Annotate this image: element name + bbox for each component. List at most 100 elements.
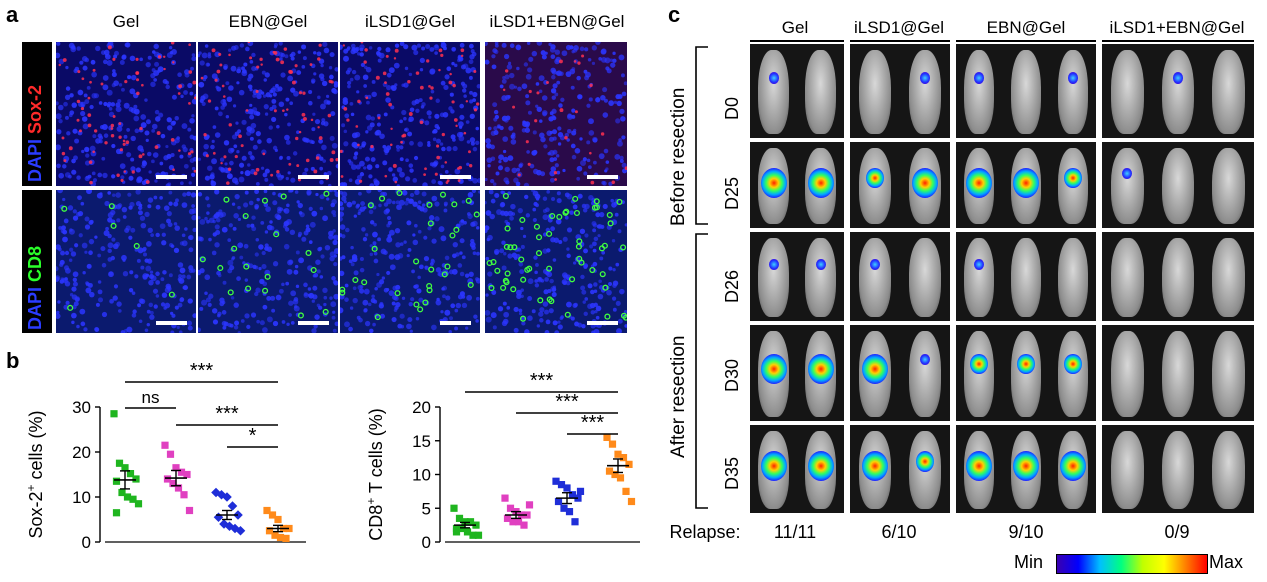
nucleus-dot — [347, 159, 352, 163]
nucleus-dot — [547, 151, 551, 156]
nucleus-dot — [378, 279, 385, 285]
nucleus-dot — [97, 289, 103, 295]
nucleus-dot — [155, 204, 161, 210]
luminescence-signal — [768, 72, 779, 84]
nucleus-dot — [403, 82, 409, 88]
significance-label: *** — [215, 403, 239, 425]
nucleus-dot — [409, 107, 415, 113]
nucleus-dot — [539, 119, 543, 123]
nucleus-dot — [499, 125, 504, 131]
nucleus-dot — [155, 116, 161, 122]
nucleus-dot — [74, 66, 80, 72]
nucleus-dot — [534, 283, 540, 288]
nucleus-dot — [271, 104, 277, 110]
nucleus-dot — [485, 177, 488, 182]
nucleus-dot — [128, 106, 134, 112]
sox2-dot — [577, 61, 581, 65]
nucleus-dot — [246, 126, 253, 132]
nucleus-dot — [249, 103, 253, 107]
nucleus-dot — [531, 50, 538, 57]
nucleus-dot — [542, 214, 549, 221]
data-point — [265, 527, 274, 535]
nucleus-dot — [227, 259, 234, 266]
nucleus-dot — [363, 206, 367, 210]
data-point — [611, 470, 619, 479]
nucleus-dot — [509, 43, 515, 49]
nucleus-dot — [408, 72, 413, 77]
data-point — [177, 468, 186, 476]
nucleus-dot — [241, 155, 247, 161]
nucleus-dot — [58, 104, 64, 111]
nucleus-dot — [617, 140, 623, 147]
nucleus-dot — [243, 243, 249, 249]
nucleus-dot — [201, 299, 208, 306]
nucleus-dot — [591, 45, 597, 51]
nucleus-dot — [170, 153, 175, 158]
sox2-dot — [589, 151, 592, 155]
nucleus-dot — [216, 86, 222, 92]
scale-bar — [587, 321, 618, 325]
nucleus-dot — [602, 203, 608, 210]
nucleus-dot — [246, 130, 252, 136]
nucleus-dot — [207, 302, 212, 307]
nucleus-dot — [581, 289, 587, 295]
sox2-dot — [116, 173, 120, 178]
nucleus-dot — [215, 229, 221, 235]
nucleus-dot — [335, 163, 338, 169]
nucleus-dot — [206, 203, 211, 208]
sox2-dot — [228, 53, 231, 57]
nucleus-dot — [223, 167, 229, 174]
nucleus-dot — [218, 111, 223, 117]
nucleus-dot — [189, 158, 195, 163]
nucleus-dot — [186, 191, 192, 197]
nucleus-dot — [494, 248, 500, 255]
cd8-cell — [518, 256, 525, 263]
nucleus-dot — [411, 44, 418, 51]
nucleus-dot — [254, 252, 259, 257]
nucleus-dot — [579, 137, 583, 141]
y-tick-label: 20 — [412, 398, 431, 417]
nucleus-dot — [459, 271, 465, 277]
sox2-dot — [212, 151, 216, 155]
sox2-dot — [534, 119, 538, 123]
nucleus-dot — [281, 320, 286, 324]
nucleus-dot — [417, 200, 422, 204]
nucleus-dot — [550, 88, 557, 94]
nucleus-dot — [386, 198, 392, 205]
nucleus-dot — [364, 156, 370, 162]
data-point — [115, 459, 124, 467]
nucleus-dot — [406, 220, 412, 226]
nucleus-dot — [370, 220, 375, 225]
sox2-dot — [460, 54, 464, 58]
data-point — [282, 534, 290, 542]
nucleus-dot — [430, 259, 436, 264]
nucleus-dot — [399, 171, 405, 178]
nucleus-dot — [112, 69, 116, 73]
cd8-cell — [340, 286, 346, 293]
nucleus-dot — [134, 128, 140, 134]
nucleus-dot — [380, 248, 387, 255]
nucleus-dot — [488, 190, 494, 195]
nucleus-dot — [80, 321, 86, 327]
nucleus-dot — [245, 46, 250, 52]
sox2-dot — [359, 179, 363, 183]
y-tick-label: 10 — [412, 466, 431, 485]
nucleus-dot — [340, 256, 343, 261]
nucleus-dot — [395, 200, 400, 205]
nucleus-dot — [121, 206, 128, 213]
nucleus-dot — [84, 216, 90, 222]
data-point — [452, 528, 461, 536]
sox2-dot — [214, 78, 218, 82]
nucleus-dot — [249, 60, 254, 64]
mouse-body — [1057, 238, 1088, 317]
cd8-cell — [322, 308, 329, 315]
imaging-tile — [850, 142, 950, 228]
nucleus-dot — [287, 122, 291, 127]
cd8-cell — [297, 312, 304, 319]
sox2-dot — [276, 170, 280, 174]
sox2-dot — [87, 123, 92, 128]
nucleus-dot — [551, 292, 557, 298]
nucleus-dot — [129, 55, 136, 62]
nucleus-dot — [417, 205, 422, 210]
tile-texture — [340, 42, 480, 186]
